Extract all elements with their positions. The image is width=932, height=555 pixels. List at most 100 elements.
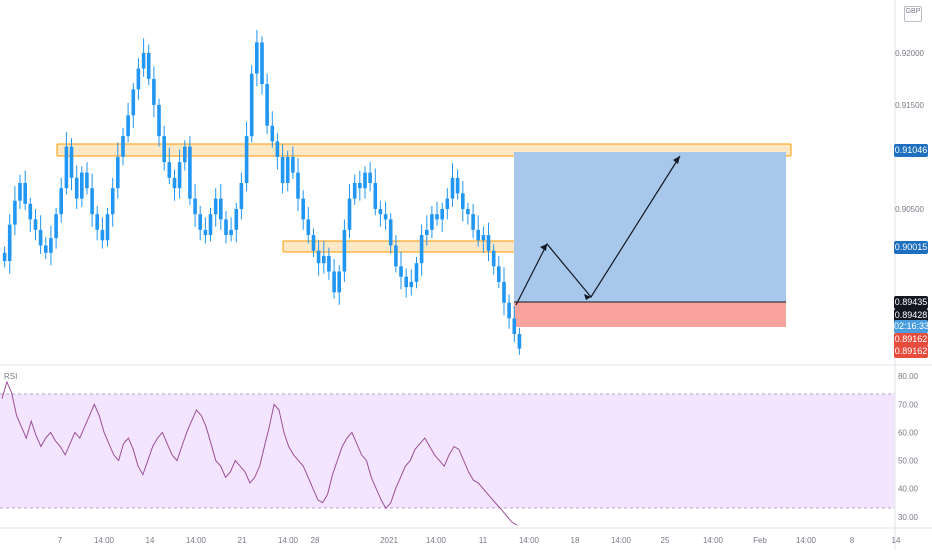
price-badge-mid-zone: 0.90015: [894, 241, 928, 254]
time-tick-label: 14:00: [703, 536, 724, 545]
candle-body: [213, 198, 218, 215]
candle-body: [54, 214, 58, 239]
currency-label: GBP: [905, 8, 921, 15]
time-tick-label: 14:00: [796, 536, 817, 545]
candle-body: [265, 84, 269, 126]
candle-body: [383, 214, 388, 220]
candle-body: [409, 281, 414, 288]
candle-body: [322, 255, 326, 264]
time-tick-label: 18: [571, 536, 580, 545]
time-tick-label: 14:00: [611, 536, 632, 545]
candle-body: [352, 183, 357, 199]
candle-body: [455, 177, 460, 194]
rsi-tick-label: 50.00: [898, 457, 919, 466]
candle-body: [183, 146, 187, 163]
candle-body: [440, 209, 444, 220]
candle-body: [234, 209, 239, 230]
candle-body: [141, 52, 146, 69]
candle-body: [311, 235, 316, 251]
candle-body: [131, 89, 136, 116]
candle-body: [491, 250, 496, 267]
currency-badge[interactable]: GBP: [904, 6, 922, 22]
candle-body: [208, 214, 213, 235]
candle-body: [466, 209, 470, 215]
candle-body: [486, 235, 491, 251]
long-position-target[interactable]: [514, 152, 786, 302]
candle-body: [90, 188, 94, 215]
candle-body: [481, 235, 486, 241]
time-tick-label: 14: [892, 536, 901, 545]
candle-body: [136, 68, 141, 90]
time-tick-label: 14:00: [186, 536, 207, 545]
time-tick-label: 14: [146, 536, 155, 545]
candle-body: [162, 136, 166, 163]
candle-body: [188, 146, 192, 199]
candle-body: [38, 229, 43, 246]
candle-body: [399, 266, 403, 277]
price-axis: 0.92000 0.91500 0.90500: [895, 49, 924, 214]
time-tick-label: 21: [238, 536, 247, 545]
time-tick-label: 28: [311, 536, 320, 545]
candle-body: [450, 177, 455, 199]
candle-body: [157, 104, 161, 137]
rsi-band: [0, 394, 895, 508]
candle-body: [368, 172, 372, 183]
candle-body: [332, 271, 336, 293]
candle-body: [260, 42, 264, 84]
candle-body: [255, 42, 259, 74]
candle-body: [121, 136, 125, 157]
time-tick-label: 14:00: [94, 536, 115, 545]
candle-body: [337, 271, 341, 293]
candle-body: [249, 73, 254, 137]
candle-body: [301, 198, 305, 220]
price-tick-label: 0.92000: [895, 49, 924, 58]
time-tick-label: 14:00: [519, 536, 540, 545]
candle-body: [476, 229, 480, 241]
candle-body: [100, 229, 105, 241]
candle-body: [435, 214, 439, 220]
price-badge-stop-a: 0.89162: [894, 333, 928, 346]
candle-body: [445, 198, 450, 209]
candle-body: [502, 281, 506, 303]
rsi-axis: 80.00 70.00 60.00 50.00 40.00 30.00: [898, 372, 919, 522]
candle-body: [414, 263, 419, 282]
time-tick-label: 7: [58, 536, 63, 545]
candle-body: [296, 172, 300, 199]
candle-body: [7, 224, 12, 261]
candle-body: [105, 214, 110, 241]
rsi-tick-label: 60.00: [898, 428, 919, 437]
candle-body: [64, 146, 69, 189]
time-tick-label: 11: [479, 536, 488, 545]
candle-body: [306, 219, 311, 235]
time-tick-label: 14:00: [278, 536, 299, 545]
candle-body: [291, 157, 295, 173]
candle-body: [28, 203, 33, 220]
candle-body: [23, 183, 27, 204]
candle-body: [471, 214, 475, 230]
candle-body: [49, 238, 53, 253]
time-tick-label: 2021: [380, 536, 398, 545]
candle-body: [342, 229, 347, 272]
candle-body: [430, 214, 434, 230]
candle-body: [404, 276, 408, 288]
price-badge-top-zone: 0.91046: [894, 144, 928, 157]
rsi-tick-label: 80.00: [898, 372, 919, 381]
rsi-line: [1, 380, 518, 526]
candle-body: [461, 193, 465, 209]
candle-body: [244, 136, 249, 183]
projection-path[interactable]: [515, 155, 681, 306]
candle-series: [2, 29, 522, 355]
candle-body: [95, 214, 99, 230]
rsi-tick-label: 70.00: [898, 400, 919, 409]
rsi-tick-label: 40.00: [898, 485, 919, 494]
candle-body: [193, 198, 197, 215]
price-tick-label: 0.90500: [895, 205, 924, 214]
candle-body: [497, 266, 501, 282]
candle-body: [167, 162, 172, 178]
candle-body: [33, 219, 38, 230]
candle-body: [517, 334, 522, 349]
long-position-stop[interactable]: [514, 302, 786, 327]
candle-body: [59, 188, 63, 215]
